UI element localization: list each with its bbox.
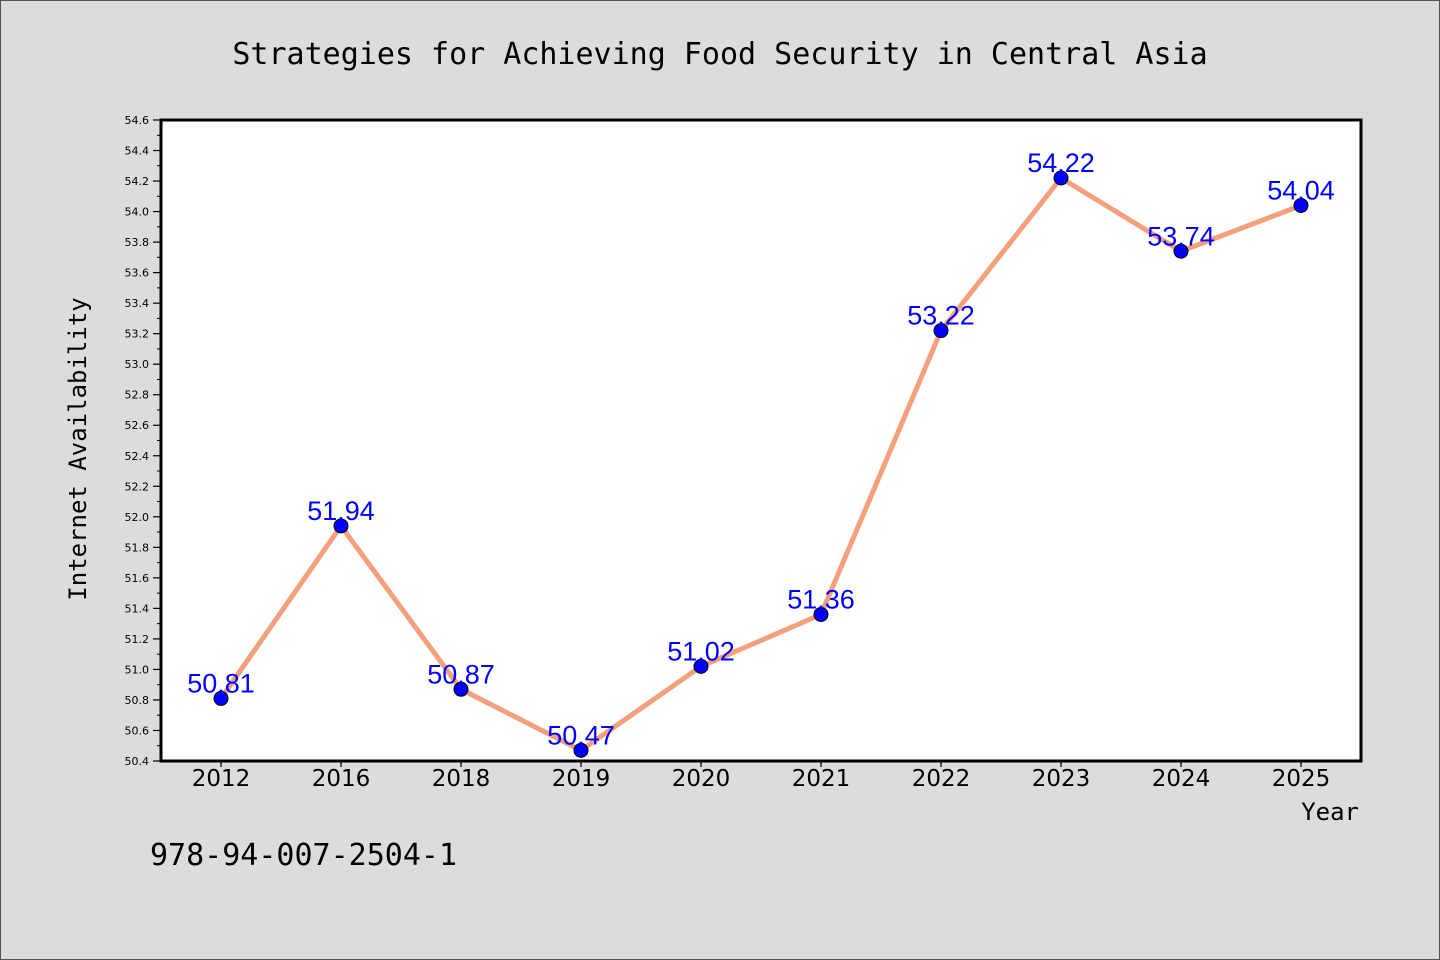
series-line-group: [218, 175, 1304, 753]
data-point-marker: [213, 690, 229, 706]
y-tick-label: 53.6: [125, 267, 150, 280]
y-tick-label: 52.0: [125, 511, 150, 524]
y-tick-label: 54.0: [125, 206, 150, 219]
data-label: 53.22: [907, 301, 975, 331]
y-tick-label: 52.4: [125, 450, 150, 463]
data-label: 50.81: [187, 668, 255, 698]
y-tick-label: 53.4: [125, 297, 150, 310]
y-tick-label: 53.8: [125, 236, 150, 249]
y-axis-title: Internet Availability: [64, 297, 92, 600]
y-tick-label: 51.4: [125, 602, 150, 615]
y-tick-label: 51.2: [125, 633, 150, 646]
x-tick-label: 2016: [312, 766, 371, 792]
y-tick-label: 51.0: [125, 663, 150, 676]
y-tick-label: 50.8: [125, 694, 150, 707]
data-point-marker: [1173, 243, 1189, 259]
y-tick-label: 54.2: [125, 175, 150, 188]
x-axis-title: Year: [1301, 798, 1359, 826]
data-point-marker: [1293, 197, 1309, 213]
data-point-marker: [693, 658, 709, 674]
data-point-marker: [333, 518, 349, 534]
y-tick-label: 52.8: [125, 389, 150, 402]
y-axis: 50.4 50.6 50.8 51.0 51.2 51.4 51.6 51.8 52.0 52.2…: [125, 114, 161, 768]
data-point-marker: [933, 323, 949, 339]
y-tick-label: 53.2: [125, 328, 150, 341]
data-label-group: 50.81 51.94 50.87 50.47 51.02 51.36 53.22 54.22…: [187, 148, 1335, 750]
data-label: 51.02: [667, 636, 735, 666]
y-tick-label: 53.0: [125, 358, 150, 371]
data-label: 51.94: [307, 496, 375, 526]
chart-title: Strategies for Achieving Food Security i…: [232, 37, 1207, 72]
y-tick-label: 51.6: [125, 572, 150, 585]
data-label: 53.74: [1147, 221, 1215, 251]
x-tick-label: 2025: [1272, 766, 1331, 792]
data-point-marker: [453, 681, 469, 697]
y-tick-label: 51.8: [125, 541, 150, 554]
y-tick-label: 50.6: [125, 724, 150, 737]
series-line: [218, 175, 1304, 753]
data-label: 54.04: [1267, 175, 1335, 205]
data-label: 54.22: [1027, 148, 1095, 178]
y-tick-label: 50.4: [125, 755, 150, 768]
x-tick-label: 2022: [912, 766, 971, 792]
x-tick-label: 2024: [1152, 766, 1211, 792]
x-axis: 2012 2016 2018 2019 2020 2021 2022 2023 2024 2025: [192, 761, 1331, 792]
data-point-marker: [1053, 170, 1069, 186]
x-tick-label: 2018: [432, 766, 491, 792]
x-tick-label: 2012: [192, 766, 251, 792]
data-label: 51.36: [787, 584, 855, 614]
data-point-marker: [573, 742, 589, 758]
x-tick-label: 2019: [552, 766, 611, 792]
data-label: 50.87: [427, 659, 495, 689]
footer-isbn: 978-94-007-2504-1: [150, 838, 457, 873]
x-tick-label: 2023: [1032, 766, 1091, 792]
y-tick-label: 54.6: [125, 114, 150, 127]
y-tick-label: 54.4: [125, 145, 150, 158]
data-label: 50.47: [547, 720, 615, 750]
y-tick-label: 52.6: [125, 419, 150, 432]
data-point-marker: [813, 606, 829, 622]
x-tick-label: 2021: [792, 766, 851, 792]
plot-area: [159, 118, 1363, 763]
x-tick-label: 2020: [672, 766, 731, 792]
marker-group: [213, 170, 1309, 758]
y-tick-label: 52.2: [125, 480, 150, 493]
